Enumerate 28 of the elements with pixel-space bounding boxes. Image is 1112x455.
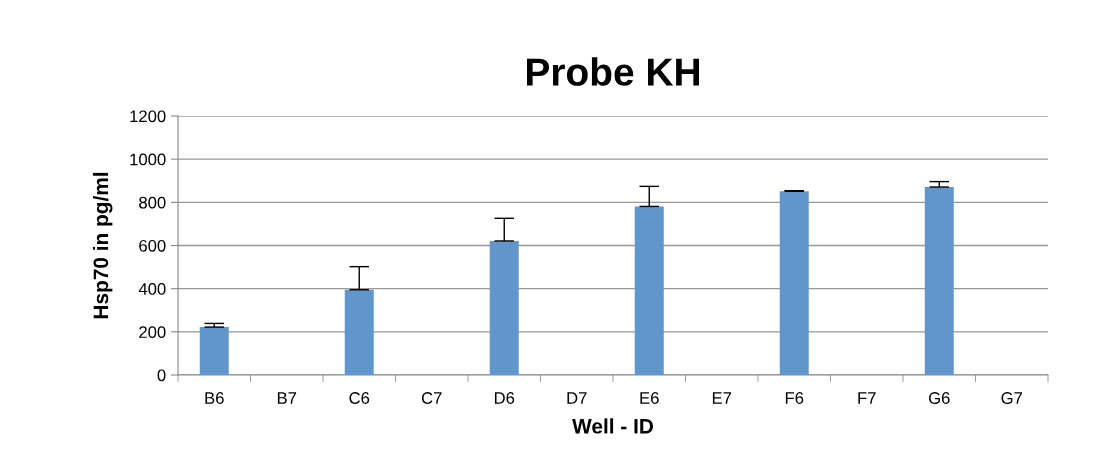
x-tick-label: E7	[712, 392, 732, 404]
y-tick-label: 200	[139, 326, 166, 339]
y-tick-label: 800	[139, 196, 166, 209]
chart-title: Probe KH	[527, 57, 699, 86]
x-tick-label: B7	[277, 392, 297, 404]
x-tick-label: E6	[640, 392, 659, 404]
x-tick-label: C7	[421, 392, 442, 404]
y-tick-label: 1000	[130, 153, 166, 166]
x-tick-label: D7	[567, 392, 587, 404]
bar	[344, 289, 374, 375]
y-tick-label: 600	[139, 239, 166, 252]
x-tick-label: F6	[785, 392, 804, 404]
y-axis-title: Hsp70 in pg/ml	[92, 172, 113, 319]
y-tick-label: 0	[157, 369, 166, 382]
x-axis-title: Well - ID	[572, 418, 654, 434]
bar	[489, 240, 519, 375]
x-tick-label: C6	[349, 392, 370, 404]
x-tick-label: B6	[205, 392, 224, 404]
bar	[779, 191, 809, 375]
x-tick-label: G6	[928, 392, 950, 404]
bar	[634, 206, 664, 375]
x-tick-label: F7	[858, 392, 876, 404]
x-tick-label: G7	[1001, 392, 1023, 404]
bar	[924, 187, 954, 375]
y-tick-label: 1200	[130, 110, 166, 123]
bar	[199, 327, 229, 375]
y-tick-label: 400	[138, 283, 166, 295]
x-tick-label: D6	[494, 392, 515, 404]
